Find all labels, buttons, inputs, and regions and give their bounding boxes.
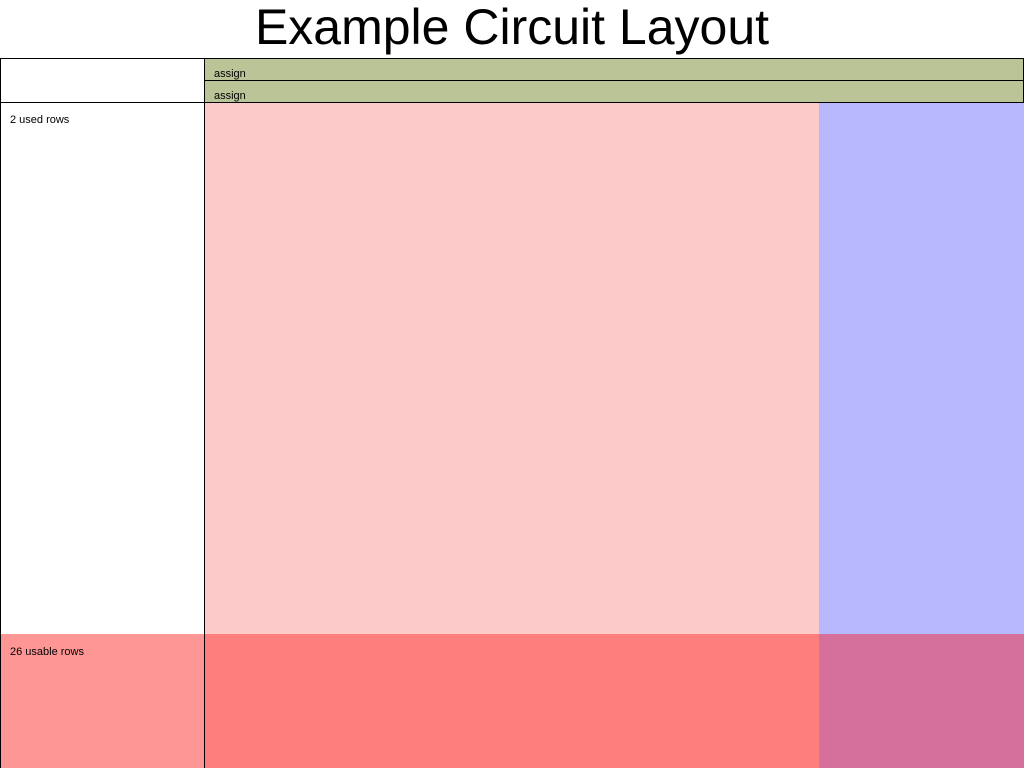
header-corner-cell	[0, 58, 205, 103]
usable-rows-main-region	[204, 634, 819, 768]
assign-row-label: assign	[214, 90, 246, 102]
row-label-column: 2 used rows 26 usable rows	[0, 102, 205, 768]
usable-rows-left-region	[0, 634, 204, 768]
usable-rows-label: 26 usable rows	[10, 646, 84, 658]
used-rows-right-region	[819, 103, 1024, 634]
usable-rows-right-region	[819, 634, 1024, 768]
used-rows-label: 2 used rows	[10, 114, 70, 126]
diagram-title: Example Circuit Layout	[254, 0, 770, 55]
assign-row: assign	[204, 80, 1024, 103]
assign-row-label: assign	[214, 68, 246, 80]
used-rows-main-region	[204, 103, 819, 634]
assign-row: assign	[204, 58, 1024, 81]
